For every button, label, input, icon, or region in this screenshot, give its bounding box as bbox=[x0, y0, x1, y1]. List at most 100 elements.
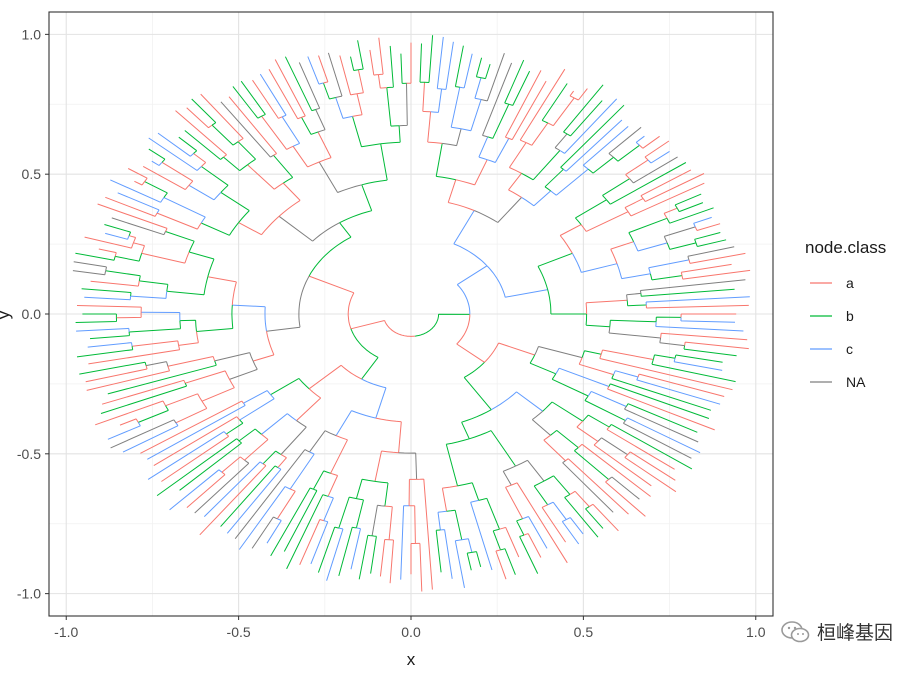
dendrogram-branch bbox=[642, 173, 705, 203]
dendrogram-branch bbox=[522, 516, 548, 549]
dendrogram-branch bbox=[573, 88, 588, 101]
dendrogram-branch bbox=[616, 263, 651, 280]
dendrogram-branch bbox=[75, 252, 116, 261]
dendrogram-branch bbox=[647, 150, 670, 164]
dendrogram-branch bbox=[179, 440, 242, 491]
dendrogram-branch bbox=[355, 498, 364, 529]
dendrogram-branch bbox=[107, 422, 141, 440]
dendrogram-branch bbox=[410, 543, 416, 575]
dendrogram-branch bbox=[542, 401, 583, 422]
dendrogram-branch bbox=[474, 77, 482, 100]
dendrogram-branch bbox=[624, 454, 677, 493]
dendrogram-branch bbox=[132, 340, 180, 347]
dendrogram-branch bbox=[141, 311, 181, 321]
dendrogram-branch bbox=[201, 379, 235, 402]
dendrogram-branch bbox=[186, 471, 226, 508]
dendrogram-branch bbox=[578, 357, 614, 376]
dendrogram-branch bbox=[436, 36, 444, 90]
dendrogram-branch bbox=[695, 239, 727, 247]
dendrogram-branch bbox=[602, 178, 630, 201]
dendrogram-branch bbox=[277, 454, 287, 468]
dendrogram-branch bbox=[581, 350, 602, 358]
dendrogram-branch bbox=[185, 370, 230, 384]
dendrogram-branch bbox=[323, 495, 334, 521]
dendrogram-branch bbox=[228, 96, 277, 156]
dendrogram-branch bbox=[378, 37, 384, 76]
dendrogram-branch bbox=[117, 192, 160, 214]
dendrogram-branch bbox=[437, 510, 447, 531]
dendrogram-branch bbox=[301, 117, 319, 135]
dendrogram-branch bbox=[613, 144, 640, 162]
dendrogram-branch bbox=[144, 181, 168, 198]
dendrogram-branch bbox=[660, 332, 748, 341]
dendrogram-branch bbox=[84, 296, 132, 301]
dendrogram-branch bbox=[335, 410, 376, 436]
dendrogram-branch bbox=[261, 115, 294, 150]
dendrogram-branch bbox=[487, 138, 510, 163]
dendrogram-branch bbox=[237, 141, 256, 166]
dendrogram-branch bbox=[104, 224, 132, 236]
dendrogram-branch bbox=[644, 140, 670, 161]
dendrogram-branch bbox=[480, 63, 491, 80]
dendrogram-branch bbox=[191, 98, 217, 126]
dendrogram-branch bbox=[541, 504, 567, 543]
dendrogram-branch bbox=[142, 165, 190, 191]
dendrogram-branch bbox=[315, 109, 326, 133]
dendrogram-branch bbox=[435, 143, 456, 181]
dendrogram-branch bbox=[85, 365, 148, 383]
dendrogram-branch bbox=[374, 480, 389, 507]
dendrogram-branch bbox=[148, 137, 202, 171]
dendrogram-branch bbox=[270, 377, 310, 396]
dendrogram-branch bbox=[318, 55, 329, 84]
dendrogram-branch bbox=[457, 482, 480, 501]
dendrogram-branch bbox=[98, 248, 117, 257]
dendrogram-branch bbox=[188, 251, 215, 277]
dendrogram-branch bbox=[508, 80, 547, 141]
dendrogram-branch bbox=[610, 241, 634, 264]
dendrogram-branch bbox=[327, 52, 343, 98]
dendrogram-branch bbox=[584, 395, 626, 422]
dendrogram-branch bbox=[338, 496, 357, 529]
dendrogram-branch bbox=[110, 179, 165, 203]
dendrogram-branch bbox=[424, 35, 434, 83]
dendrogram-branch bbox=[203, 461, 264, 517]
dendrogram-branch bbox=[453, 210, 488, 267]
dendrogram-branch bbox=[166, 276, 209, 296]
x-tick-label: 0.5 bbox=[574, 624, 594, 640]
dendrogram-branch bbox=[519, 68, 566, 144]
dendrogram-branch bbox=[148, 148, 166, 163]
dendrogram-branch bbox=[521, 150, 561, 181]
dendrogram-branch bbox=[684, 341, 749, 350]
dendrogram-branch bbox=[199, 463, 267, 536]
dendrogram-branch bbox=[541, 83, 568, 124]
dendrogram-branch bbox=[480, 53, 505, 102]
dendrogram-branch bbox=[232, 304, 267, 332]
dendrogram-branch bbox=[100, 382, 188, 414]
y-tick-label: 0.5 bbox=[22, 166, 42, 182]
dendrogram-branch bbox=[226, 419, 244, 435]
dendrogram-branch bbox=[687, 246, 735, 261]
dendrogram-branch bbox=[649, 273, 683, 281]
dendrogram-branch bbox=[502, 465, 516, 486]
dendrogram-branch bbox=[266, 275, 310, 332]
dendrogram-branch bbox=[550, 430, 579, 448]
dendrogram-branch bbox=[175, 400, 208, 424]
dendrogram-branch bbox=[292, 146, 320, 168]
dendrogram-branch bbox=[666, 207, 714, 224]
dendrogram-branch bbox=[89, 331, 130, 340]
dendrogram-branch bbox=[327, 472, 339, 497]
dendrogram-branch bbox=[543, 475, 571, 495]
dendrogram-branch bbox=[606, 162, 687, 205]
dendrogram-branch bbox=[273, 154, 294, 184]
dendrogram-branch bbox=[486, 265, 548, 298]
dendrogram-branch bbox=[151, 160, 163, 166]
dendrogram-branch bbox=[105, 270, 141, 281]
dendrogram-branch bbox=[633, 241, 668, 252]
dendrogram-branch bbox=[384, 505, 393, 540]
dendrogram-branch bbox=[308, 275, 355, 329]
dendrogram-branch bbox=[280, 420, 307, 455]
dendrogram-branch bbox=[613, 370, 639, 378]
dendrogram-branch bbox=[322, 82, 336, 100]
dendrogram-branch bbox=[232, 86, 262, 119]
